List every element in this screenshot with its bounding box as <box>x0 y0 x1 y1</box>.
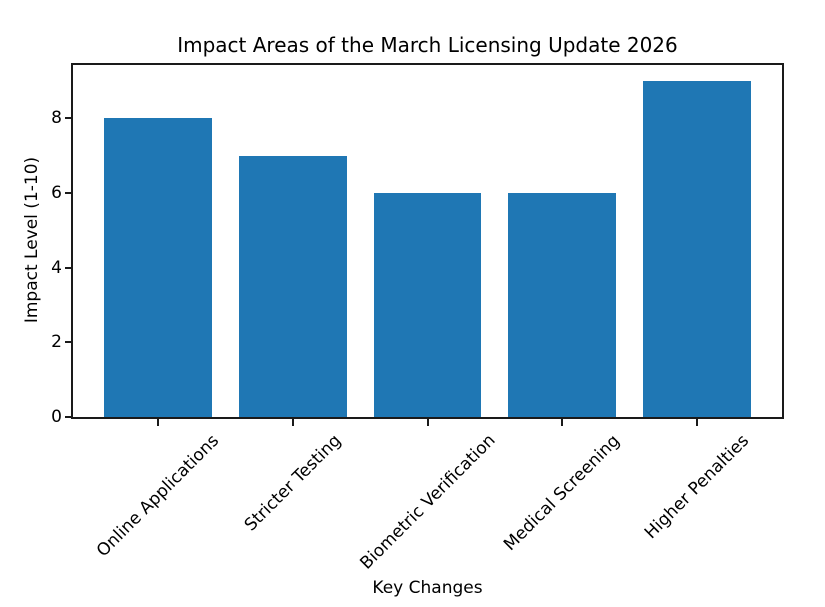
y-tick-mark <box>65 117 72 120</box>
bar-online-applications <box>104 118 213 417</box>
x-tick-label-stricter-testing: Stricter Testing <box>240 431 346 536</box>
x-tick-label-biometric-verification: Biometric Verification <box>355 430 500 574</box>
bar-biometric-verification <box>373 192 482 417</box>
x-axis-label: Key Changes <box>372 578 483 598</box>
y-tick-label: 6 <box>51 182 62 203</box>
y-tick-label: 8 <box>51 108 62 129</box>
y-tick-mark <box>65 266 72 269</box>
x-tick-label-online-applications: Online Applications <box>93 430 224 562</box>
x-tick-mark <box>695 419 698 426</box>
chart-title: Impact Areas of the March Licensing Upda… <box>177 33 678 57</box>
y-tick-label: 2 <box>51 332 62 353</box>
bar-stricter-testing <box>238 155 347 417</box>
y-axis-label: Impact Level (1-10) <box>22 156 42 324</box>
bar-medical-screening <box>508 192 616 417</box>
y-tick-mark <box>65 416 72 418</box>
y-tick-mark <box>65 191 72 194</box>
x-tick-mark <box>426 419 429 426</box>
bar-higher-penalties <box>642 80 751 417</box>
x-tick-mark <box>157 419 160 426</box>
y-tick-label: 4 <box>51 257 62 278</box>
x-tick-label-medical-screening: Medical Screening <box>500 430 625 555</box>
y-tick-mark <box>65 341 72 344</box>
x-tick-mark <box>561 419 564 426</box>
x-tick-label-higher-penalties: Higher Penalties <box>640 431 753 544</box>
y-tick-label: 0 <box>51 407 62 427</box>
x-tick-mark <box>291 419 294 426</box>
